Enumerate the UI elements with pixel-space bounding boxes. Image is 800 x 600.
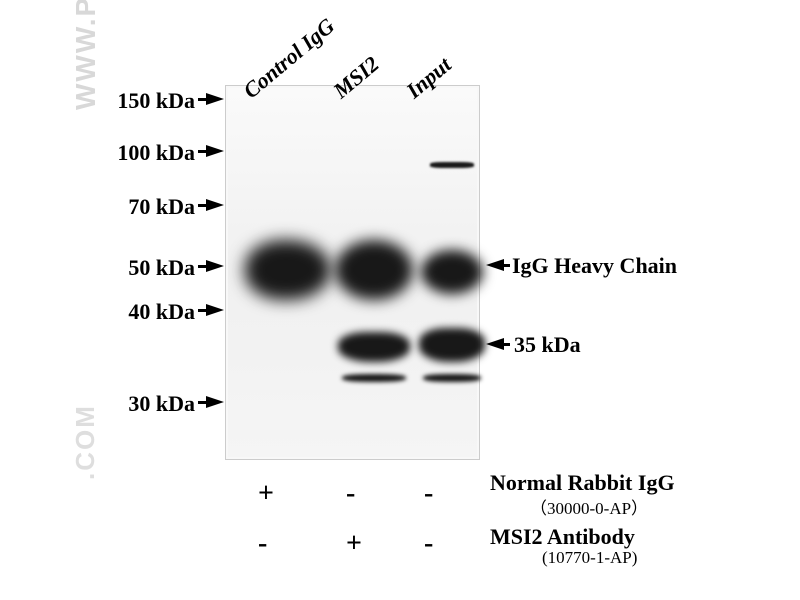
antibody-msi2: MSI2 Antibody (490, 524, 635, 550)
marker-150: 150 kDa (117, 88, 195, 114)
marker-70: 70 kDa (128, 194, 195, 220)
arrow-icon (206, 396, 224, 408)
watermark-text-1: WWW.PTGLAB (70, 0, 102, 110)
marker-50: 50 kDa (128, 255, 195, 281)
marker-30: 30 kDa (128, 391, 195, 417)
arrow-icon (206, 145, 224, 157)
pm-r2c1: - (258, 528, 267, 560)
blot-band (419, 328, 485, 362)
pm-r1c2: - (346, 478, 355, 510)
arrow-icon (206, 93, 224, 105)
blot-band (245, 240, 331, 300)
blot-band (335, 240, 413, 300)
pm-r1c3: - (424, 478, 433, 510)
arrow-icon (206, 199, 224, 211)
blot-band (423, 374, 481, 382)
pm-r1c1: + (258, 478, 274, 510)
antibody-normal-rabbit-igg-cat: （30000-0-AP） (530, 494, 648, 519)
arrow-stem (502, 343, 510, 346)
arrow-icon (206, 304, 224, 316)
pm-r2c2: + (346, 528, 362, 560)
antibody-normal-rabbit-igg: Normal Rabbit IgG (490, 470, 675, 496)
arrow-stem (502, 264, 510, 267)
marker-40: 40 kDa (128, 299, 195, 325)
antibody-msi2-cat: (10770-1-AP) (542, 548, 637, 568)
label-35kda: 35 kDa (514, 332, 581, 358)
pm-r2c3: - (424, 528, 433, 560)
arrow-icon (206, 260, 224, 272)
blot-band (421, 250, 483, 294)
blot-band (342, 374, 406, 382)
watermark-text-2: .COM (70, 404, 101, 480)
marker-100: 100 kDa (117, 140, 195, 166)
blot-band (430, 162, 474, 168)
label-igg-heavy-chain: IgG Heavy Chain (512, 253, 677, 279)
blot-band (338, 332, 410, 362)
